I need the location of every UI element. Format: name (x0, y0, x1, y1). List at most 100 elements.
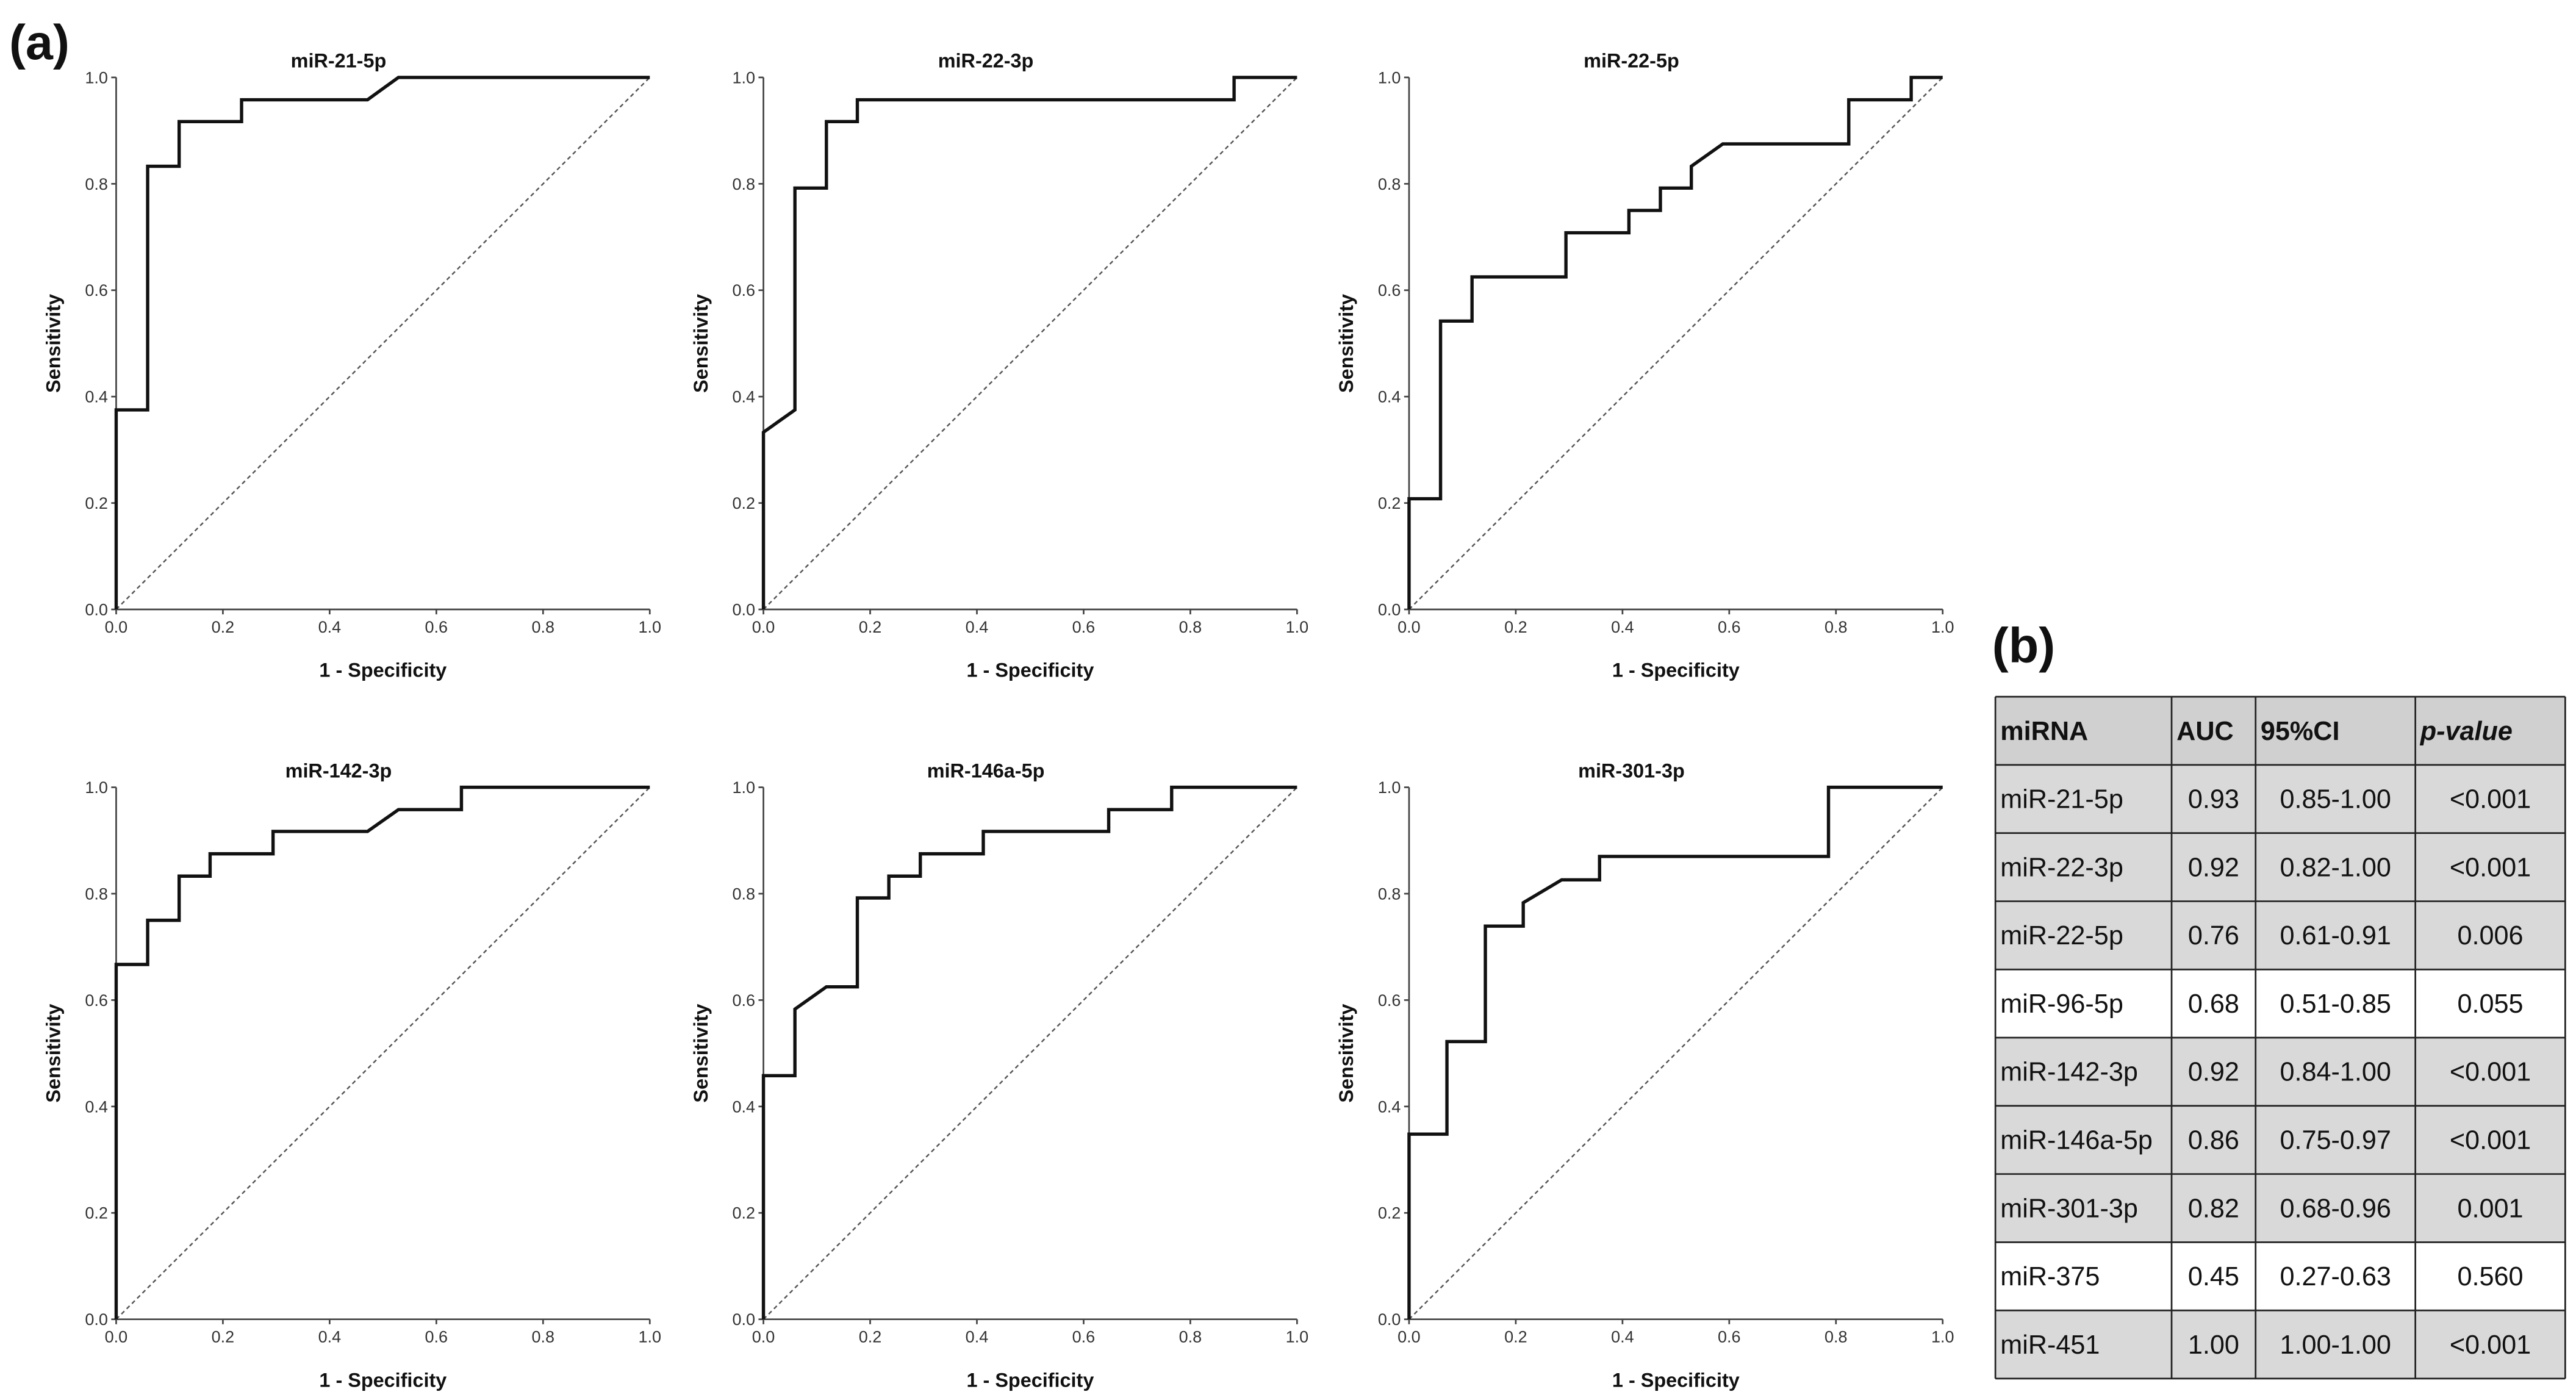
table-header-row (1995, 697, 2566, 765)
x-tick-label: 0.0 (105, 1328, 128, 1346)
y-tick-label: 0.2 (1378, 494, 1401, 512)
x-tick-label: 0.4 (1611, 618, 1634, 636)
table-cell: 0.560 (2457, 1262, 2523, 1291)
x-tick-label: 0.2 (212, 1328, 235, 1346)
x-tick-label: 1.0 (638, 618, 661, 636)
y-tick-label: 0.6 (85, 991, 108, 1010)
x-tick-label: 0.6 (425, 1328, 448, 1346)
table-row (1995, 764, 2566, 833)
x-axis-label: 1 - Specificity (319, 1369, 447, 1391)
table-row (1995, 1310, 2566, 1379)
reference-line (1408, 77, 1943, 610)
table-cell: <0.001 (2450, 1058, 2531, 1087)
table-cell: miR-301-3p (2000, 1194, 2138, 1223)
x-tick-label: 0.0 (752, 1328, 775, 1346)
table-cell: 0.68 (2188, 989, 2239, 1019)
y-tick-label: 0.6 (733, 991, 756, 1010)
y-tick-label: 0.0 (85, 1310, 108, 1329)
x-tick-label: 0.4 (1611, 1328, 1634, 1346)
y-tick-label: 0.6 (733, 281, 756, 300)
x-tick-label: 0.6 (1718, 618, 1741, 636)
table-header-cell: 95%CI (2261, 717, 2340, 746)
x-axis-label: 1 - Specificity (1612, 659, 1740, 681)
table-cell: 0.75-0.97 (2280, 1126, 2391, 1155)
roc-curve (1407, 785, 1943, 1319)
x-tick-label: 0.2 (212, 618, 235, 636)
y-tick-label: 0.4 (85, 1097, 108, 1116)
table-cell: miR-22-5p (2000, 921, 2123, 950)
y-tick-label: 0.4 (1378, 388, 1401, 406)
table-cell: 0.84-1.00 (2280, 1058, 2391, 1087)
table-cell: <0.001 (2450, 1330, 2531, 1360)
y-tick-label: 1.0 (85, 778, 108, 797)
x-tick-label: 0.4 (318, 618, 342, 636)
x-axis-label: 1 - Specificity (967, 1369, 1094, 1391)
table-row (1995, 833, 2566, 902)
y-tick-label: 0.8 (85, 885, 108, 903)
table-cell: 0.68-0.96 (2280, 1194, 2391, 1223)
chart-title: miR-142-3p (285, 759, 392, 781)
table-row (1995, 1038, 2566, 1106)
x-tick-label: 1.0 (1286, 1328, 1309, 1346)
table-cell: 0.61-0.91 (2280, 921, 2391, 950)
table-cell: miR-22-3p (2000, 853, 2123, 882)
table-row (1995, 901, 2566, 970)
y-tick-label: 0.4 (1378, 1097, 1401, 1116)
y-axis-label: Sensitivity (43, 294, 65, 393)
y-tick-label: 0.0 (1378, 1310, 1401, 1329)
table-cell: miR-21-5p (2000, 785, 2123, 814)
x-tick-label: 0.6 (1718, 1328, 1741, 1346)
y-tick-label: 0.8 (85, 175, 108, 193)
chart-title: miR-146a-5p (927, 759, 1045, 781)
y-axis-label: Sensitivity (1335, 1004, 1357, 1103)
reference-line (115, 77, 651, 610)
x-tick-label: 0.2 (859, 618, 882, 636)
x-tick-label: 0.2 (1504, 618, 1527, 636)
x-tick-label: 0.0 (105, 618, 128, 636)
x-tick-label: 1.0 (1931, 618, 1954, 636)
x-tick-label: 1.0 (1286, 618, 1309, 636)
chart-title: miR-22-5p (1584, 50, 1679, 72)
table-cell: <0.001 (2450, 853, 2531, 882)
x-tick-label: 0.2 (1504, 1328, 1527, 1346)
roc-curve (761, 785, 1297, 1319)
reference-line (115, 786, 651, 1320)
table-cell: 0.82 (2188, 1194, 2239, 1223)
table-cell: <0.001 (2450, 785, 2531, 814)
x-tick-label: 0.8 (1179, 618, 1202, 636)
table-cell: 0.055 (2457, 989, 2523, 1019)
roc-curve (114, 76, 650, 610)
x-tick-label: 0.8 (532, 1328, 555, 1346)
x-tick-label: 0.4 (318, 1328, 342, 1346)
reference-line (762, 77, 1298, 610)
x-tick-label: 0.8 (1824, 618, 1848, 636)
table-row (1995, 1242, 2566, 1311)
panel-label: (a) (9, 15, 70, 70)
x-tick-label: 1.0 (638, 1328, 661, 1346)
table-cell: 0.82-1.00 (2280, 853, 2391, 882)
y-tick-label: 0.6 (85, 281, 108, 300)
table-cell: miR-451 (2000, 1330, 2100, 1360)
x-tick-label: 0.0 (752, 618, 775, 636)
table-cell: 0.51-0.85 (2280, 989, 2391, 1019)
table-header-cell: miRNA (2000, 717, 2088, 746)
table-cell: 0.92 (2188, 853, 2239, 882)
table-cell: miR-375 (2000, 1262, 2100, 1291)
x-tick-label: 0.8 (1179, 1328, 1202, 1346)
x-tick-label: 0.6 (1072, 1328, 1096, 1346)
table-cell: 0.85-1.00 (2280, 785, 2391, 814)
table-cell: 0.93 (2188, 785, 2239, 814)
y-tick-label: 1.0 (1378, 68, 1401, 87)
table-cell: 0.76 (2188, 921, 2239, 950)
reference-line (762, 786, 1298, 1320)
y-tick-label: 0.2 (1378, 1204, 1401, 1222)
table-header-cell: p-value (2420, 717, 2513, 746)
y-tick-label: 0.8 (1378, 885, 1401, 903)
table-header-cell: AUC (2176, 717, 2234, 746)
